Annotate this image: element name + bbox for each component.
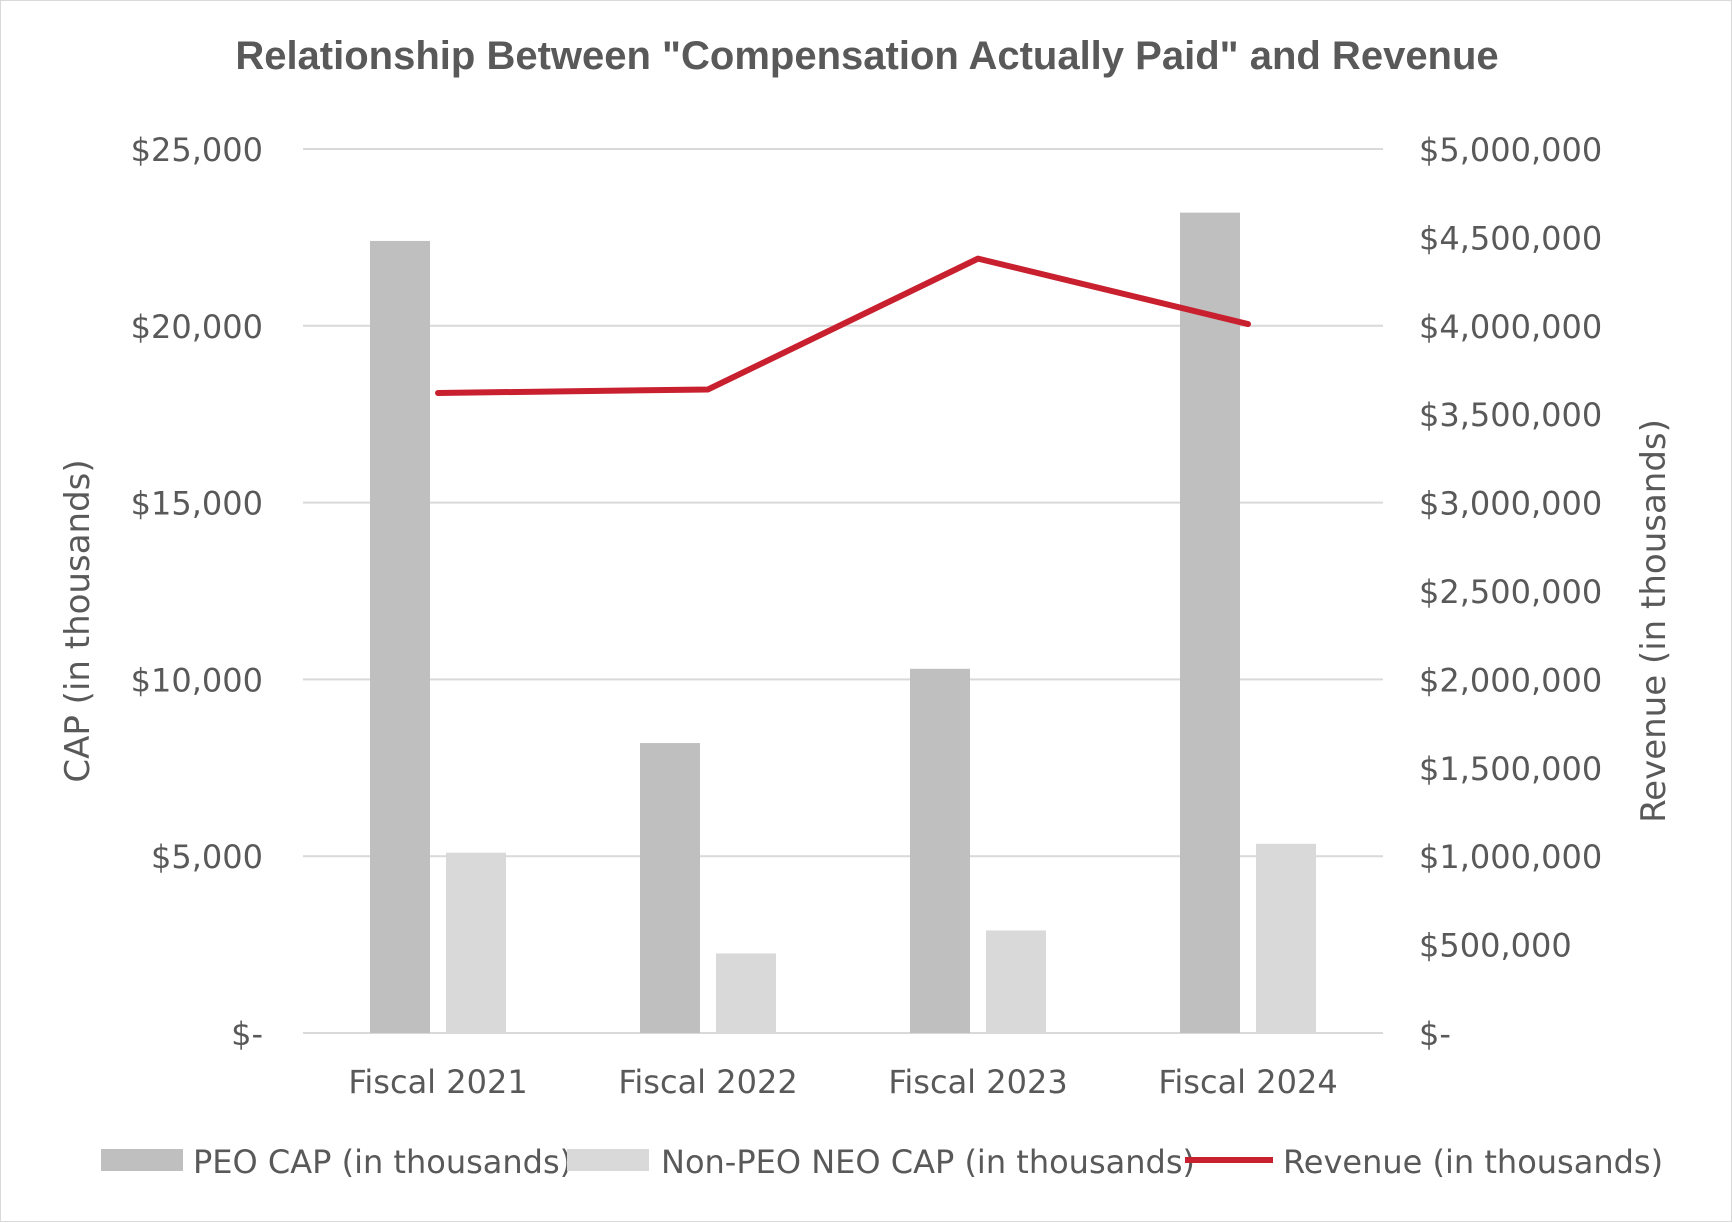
- right-tick-label: $5,000,000: [1419, 131, 1602, 169]
- peo-cap-bar: [640, 743, 700, 1033]
- left-axis-ticks: $- $5,000 $10,000 $15,000 $20,000 $25,000: [131, 131, 263, 1053]
- left-tick-label: $15,000: [131, 485, 263, 523]
- right-tick-label: $3,000,000: [1419, 485, 1602, 523]
- right-tick-label: $4,500,000: [1419, 219, 1602, 257]
- right-tick-label: $1,000,000: [1419, 838, 1602, 876]
- peo-cap-bar: [370, 240, 430, 1033]
- legend-label-revenue: Revenue (in thousands): [1283, 1143, 1663, 1181]
- left-tick-label: $10,000: [131, 661, 263, 699]
- left-tick-label: $5,000: [151, 838, 263, 876]
- right-tick-label: $2,500,000: [1419, 573, 1602, 611]
- x-tick-label: Fiscal 2022: [618, 1063, 797, 1101]
- non-peo-cap-bar: [1256, 843, 1316, 1033]
- right-tick-label: $3,500,000: [1419, 396, 1602, 434]
- revenue-point: [977, 258, 979, 260]
- revenue-line: [435, 255, 1251, 396]
- right-tick-label: $1,500,000: [1419, 750, 1602, 788]
- left-axis-label: CAP (in thousands): [58, 459, 98, 782]
- right-tick-label: $4,000,000: [1419, 308, 1602, 346]
- right-tick-label: $-: [1419, 1015, 1451, 1053]
- non-peo-cap-bar: [986, 930, 1046, 1033]
- revenue-point: [707, 388, 709, 390]
- legend-label-peo-cap: PEO CAP (in thousands): [193, 1143, 572, 1181]
- bar-series: [370, 212, 1316, 1033]
- legend-swatch-peo-cap: [101, 1149, 183, 1171]
- non-peo-cap-bar: [446, 852, 506, 1033]
- right-axis-label: Revenue (in thousands): [1634, 419, 1674, 823]
- revenue-point: [437, 392, 439, 394]
- x-axis-ticks: Fiscal 2021 Fiscal 2022 Fiscal 2023 Fiscal …: [348, 1063, 1337, 1101]
- non-peo-cap-bar: [716, 953, 776, 1033]
- peo-cap-bar: [910, 668, 970, 1033]
- line-series: [435, 255, 1251, 396]
- legend-label-non-peo-cap: Non-PEO NEO CAP (in thousands): [661, 1143, 1195, 1181]
- left-tick-label: $20,000: [131, 308, 263, 346]
- left-tick-label: $-: [231, 1015, 263, 1053]
- x-tick-label: Fiscal 2023: [888, 1063, 1067, 1101]
- chart-title: Relationship Between "Compensation Actua…: [235, 34, 1498, 78]
- left-tick-label: $25,000: [131, 131, 263, 169]
- legend: PEO CAP (in thousands) Non-PEO NEO CAP (…: [101, 1143, 1663, 1181]
- x-tick-label: Fiscal 2024: [1158, 1063, 1337, 1101]
- legend-swatch-non-peo-cap: [567, 1149, 649, 1171]
- right-tick-label: $2,000,000: [1419, 661, 1602, 699]
- revenue-point: [1247, 323, 1249, 325]
- peo-cap-bar: [1180, 212, 1240, 1033]
- right-axis-ticks: $- $500,000 $1,000,000 $1,500,000 $2,000,000…: [1419, 131, 1602, 1053]
- x-tick-label: Fiscal 2021: [348, 1063, 527, 1101]
- right-tick-label: $500,000: [1419, 927, 1572, 965]
